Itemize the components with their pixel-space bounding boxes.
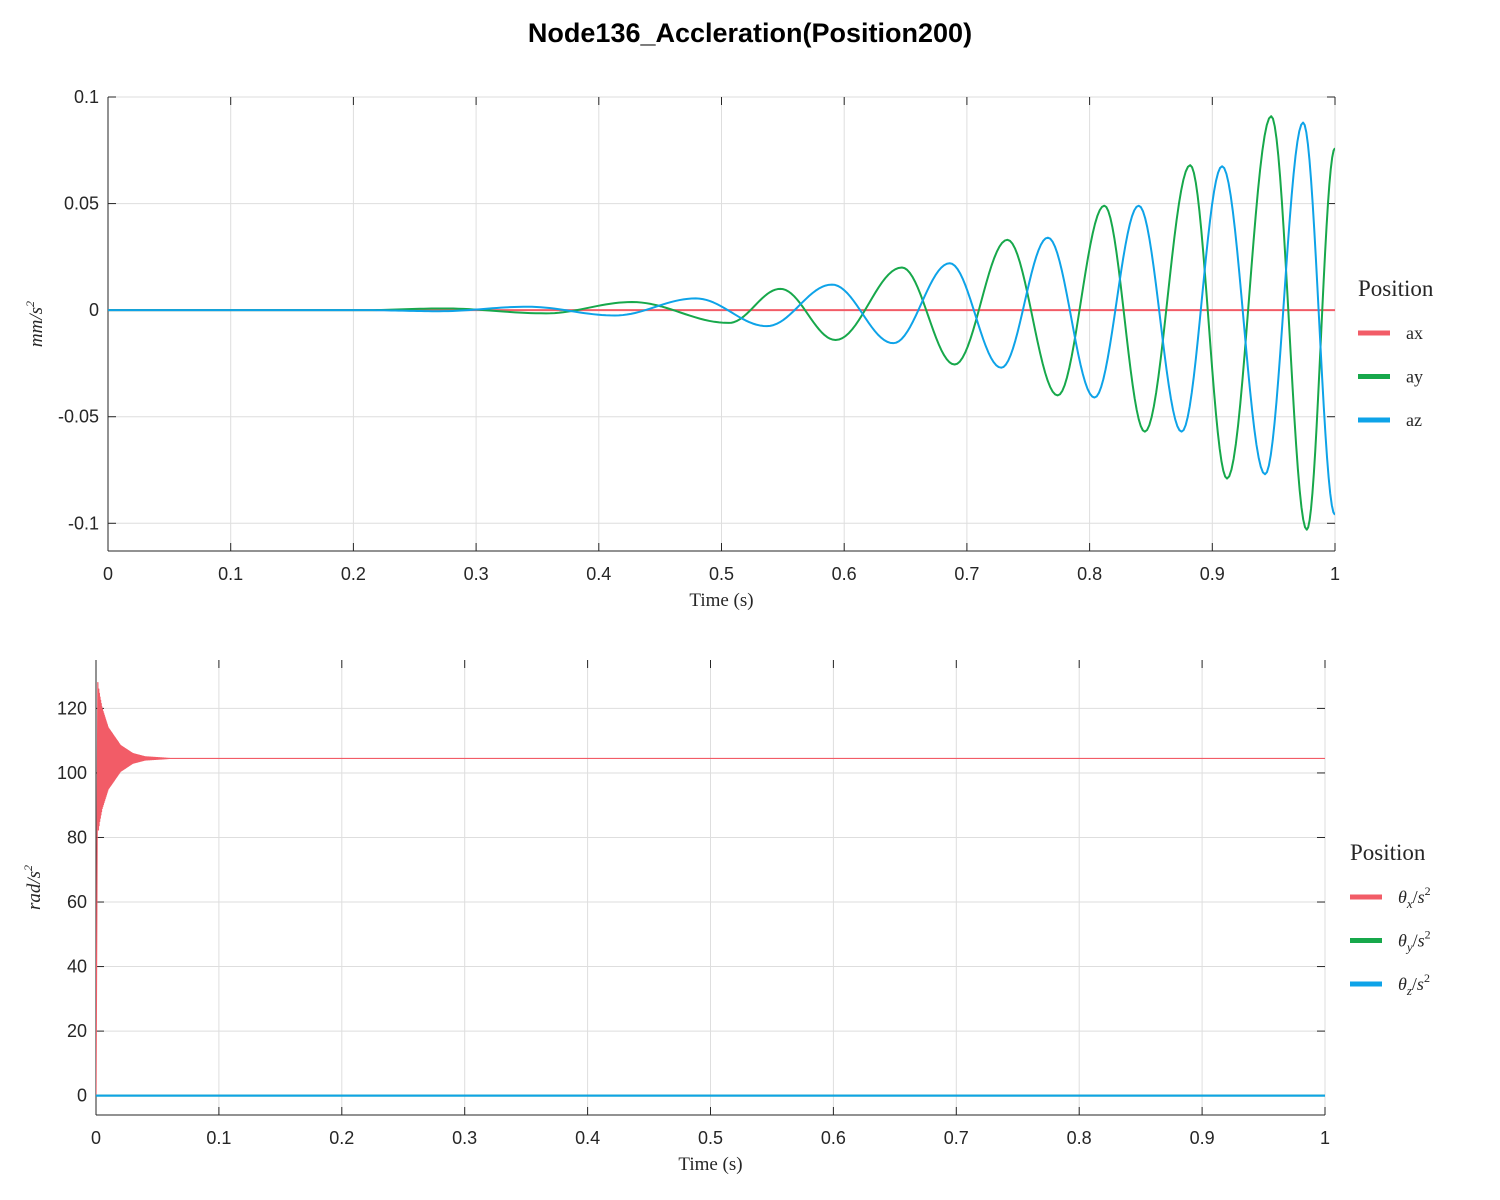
y-axis-label: rad/s2: [21, 865, 45, 910]
y-tick-label: 0.1: [74, 87, 99, 107]
legend-entry-label: az: [1406, 410, 1422, 430]
grid-lines: [95, 660, 1326, 1115]
x-tick-label: 0.3: [452, 1128, 477, 1148]
x-tick-label: 0.7: [954, 564, 979, 584]
legend-entry-label: θz/s2: [1398, 971, 1430, 998]
x-tick-label: 0.8: [1067, 1128, 1092, 1148]
x-tick-label: 0.5: [709, 564, 734, 584]
y-tick-label: 60: [67, 892, 87, 912]
y-tick-label: -0.1: [68, 513, 99, 533]
legend-entry-label: ax: [1406, 323, 1423, 343]
chart-1: 0 0.1 0.2 0.3 0.4 0.5 0.6 0.7 0.8 0.9 1 -0.1 -0.05 0 0…: [23, 87, 1434, 611]
x-axis-label: Time (s): [689, 590, 753, 611]
x-tick-label: 0.2: [329, 1128, 354, 1148]
y-tick-label: 100: [57, 763, 87, 783]
series-line-1-3: [108, 121, 1335, 516]
grid-lines: [107, 96, 1336, 551]
x-tick-label: 0: [103, 564, 113, 584]
x-tick-label: 0.4: [586, 564, 611, 584]
x-tick-label: 0.4: [575, 1128, 600, 1148]
x-tick-label: 0.8: [1077, 564, 1102, 584]
legend-title: Position: [1350, 840, 1426, 865]
y-tick-label: 40: [67, 957, 87, 977]
figure-title: Node136_Accleration(Position200): [527, 18, 973, 48]
legend-entry-label: ay: [1406, 367, 1423, 387]
y-tick-label: -0.05: [58, 407, 99, 427]
y-axis-label: mm/s2: [23, 301, 47, 347]
x-tick-label: 0.3: [464, 564, 489, 584]
x-tick-label: 0: [91, 1128, 101, 1148]
legend-title: Position: [1358, 276, 1434, 301]
x-tick-label: 0.6: [821, 1128, 846, 1148]
y-tick-label: 0: [77, 1086, 87, 1106]
x-tick-label: 0.1: [206, 1128, 231, 1148]
x-tick-label: 1: [1320, 1128, 1330, 1148]
x-tick-label: 0.7: [944, 1128, 969, 1148]
series-line-2-1: [96, 681, 1325, 1096]
x-tick-label: 1: [1330, 564, 1340, 584]
x-tick-label: 0.9: [1190, 1128, 1215, 1148]
chart-2: 0 0.1 0.2 0.3 0.4 0.5 0.6 0.7 0.8 0.9 1 0 20 40 60 80 10…: [21, 660, 1431, 1175]
plot-area: [96, 681, 1325, 1097]
legend-entry-label: θx/s2: [1398, 884, 1431, 911]
x-tick-label: 0.2: [341, 564, 366, 584]
y-tick-label: 120: [57, 698, 87, 718]
legend: Position θx/s2 θy/s2 θz/s2: [1350, 840, 1431, 998]
x-tick-label: 0.9: [1200, 564, 1225, 584]
legend-entry-label: θy/s2: [1398, 928, 1431, 955]
y-tick-label: 80: [67, 827, 87, 847]
y-tick-label: 0: [89, 300, 99, 320]
legend: Position ax ay az: [1358, 276, 1434, 430]
x-axis-label: Time (s): [678, 1154, 742, 1175]
series-line-1-2: [108, 115, 1335, 531]
x-tick-label: 0.5: [698, 1128, 723, 1148]
x-tick-label: 0.6: [832, 564, 857, 584]
plot-area: [108, 115, 1335, 531]
x-tick-label: 0.1: [218, 564, 243, 584]
y-tick-label: 20: [67, 1021, 87, 1041]
y-tick-label: 0.05: [64, 194, 99, 214]
